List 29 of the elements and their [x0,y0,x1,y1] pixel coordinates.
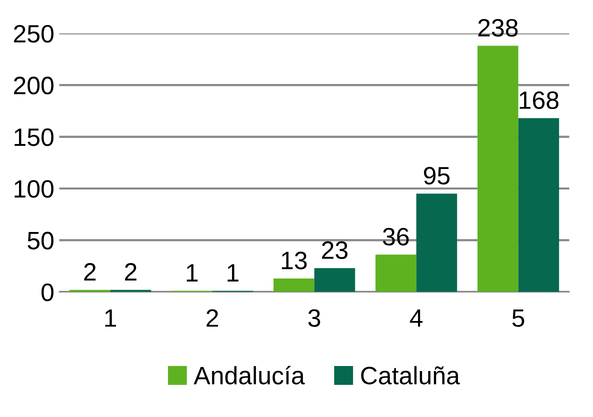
bar [416,194,458,292]
data-label: 36 [382,228,409,246]
y-tick-label: 200 [14,76,54,94]
legend-label: Andalucía [194,366,305,384]
y-tick-label: 250 [14,24,54,43]
bar [518,118,560,292]
x-tick-label: 2 [206,309,218,327]
data-label: 168 [520,91,558,110]
x-tick-label: 1 [105,309,116,327]
data-label: 238 [478,18,518,37]
data-label: 1 [228,264,238,282]
y-tick-label: 0 [42,284,54,302]
data-label: 95 [424,166,450,185]
x-tick-label: 3 [308,309,320,327]
bar [314,268,356,292]
legend-label: Cataluña [361,366,460,384]
data-label: 13 [282,252,307,270]
bar [477,46,518,292]
x-tick-label: 4 [410,309,423,327]
bar [375,254,416,292]
bar [273,278,314,292]
data-label: 1 [186,264,198,282]
y-tick-label: 100 [14,180,54,198]
data-label: 2 [84,263,96,280]
y-tick-label: 150 [14,128,54,146]
y-tick-label: 50 [28,232,54,250]
data-label: 23 [322,241,348,260]
data-label: 2 [125,263,136,280]
x-tick-label: 5 [512,309,524,327]
